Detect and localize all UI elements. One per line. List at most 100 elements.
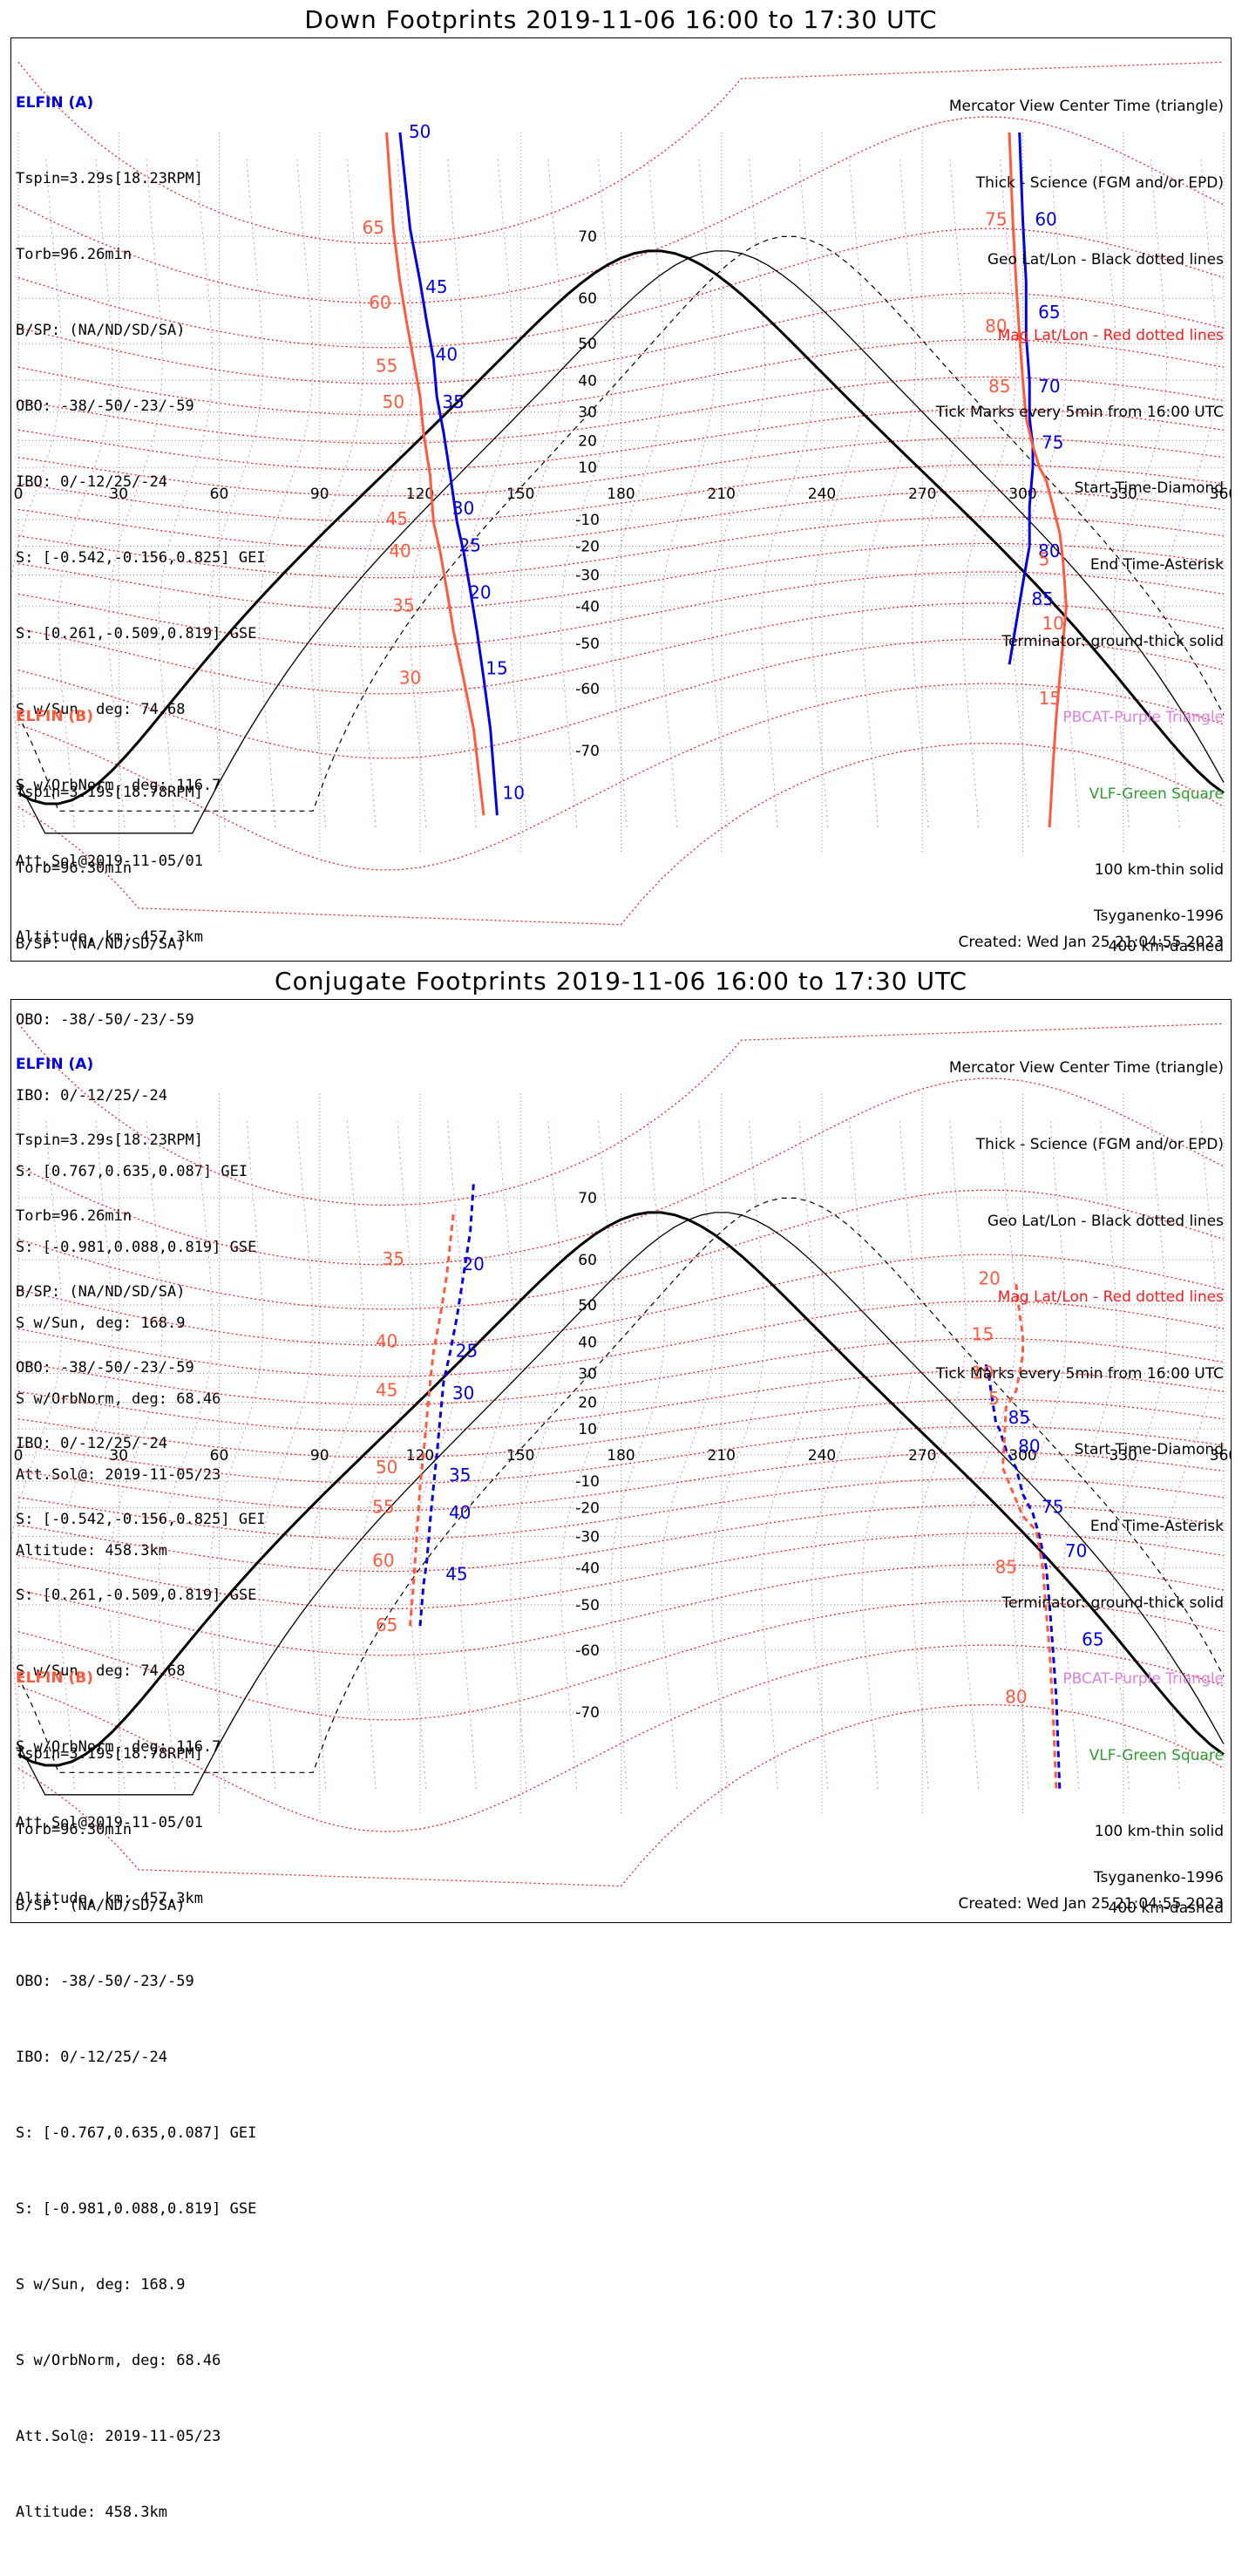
elfin-b-line: Altitude: 458.3km xyxy=(16,2504,167,2521)
elfin-b-line: S: [-0.981,0.088,0.819] GSE xyxy=(16,2200,257,2218)
conjugate-footprints-map: 0 30 60 90 120 150 180 210 240 270 300 330 360 70 60 50… xyxy=(11,1023,1231,1887)
track-tick-label: 70 xyxy=(1065,1540,1087,1561)
mag-lat-line xyxy=(17,516,1225,579)
lon-tick-label: 240 xyxy=(808,486,836,503)
track-tick-label: 85 xyxy=(995,1557,1017,1578)
lat-tick-label: -20 xyxy=(575,1500,600,1518)
legend-entry: PBCAT-Purple Triangle xyxy=(1062,1670,1224,1689)
created-label: Created: Wed Jan 25 21:04:55 2023 xyxy=(958,1895,1224,1913)
lat-tick-label: 10 xyxy=(578,459,597,477)
track-tick-label: 80 xyxy=(1005,1686,1027,1707)
track-tick-label: 65 xyxy=(363,217,384,238)
mag-lat-line xyxy=(17,437,1225,497)
terminator-line xyxy=(17,249,1225,805)
track-tick-label: 10 xyxy=(972,1363,994,1383)
track-tick-label: 35 xyxy=(383,1248,404,1269)
elfin-a-line: B/SP: (NA/ND/SD/SA) xyxy=(16,1283,186,1301)
boundary-100km xyxy=(17,250,1225,834)
lat-tick-label: -70 xyxy=(575,743,600,760)
mag-lat-line xyxy=(17,408,1225,471)
lon-tick-label: 60 xyxy=(210,1447,229,1465)
legend-entry: 400 km-dashed xyxy=(1108,937,1224,955)
elfin-b-line: B/SP: (NA/ND/SD/SA) xyxy=(16,935,186,953)
legend-entry: VLF-Green Square xyxy=(1089,785,1224,803)
lon-tick-label: 180 xyxy=(607,486,635,503)
track-tick-label: 15 xyxy=(1039,688,1061,709)
lat-tick-label: -60 xyxy=(575,1642,600,1660)
elfin-a-line: Torb=96.26min xyxy=(16,246,132,263)
mag-lat-line xyxy=(17,1023,1225,1206)
model-label: Tsyganenko-1996 xyxy=(1093,1869,1224,1886)
conjugate-footprints-panel: 0 30 60 90 120 150 180 210 240 270 300 330 360 70 60 50… xyxy=(10,999,1232,2521)
elfin-a-line: IBO: 0/-12/25/-24 xyxy=(16,473,167,491)
elfin-a-label: ELFIN (A) xyxy=(16,94,94,112)
created-label: Created: Wed Jan 25 21:04:55 2023 xyxy=(958,934,1224,951)
elfin-a-line: S: [-0.542,-0.156,0.825] GEI xyxy=(16,549,266,567)
elfin-a-line: S w/Sun, deg: 74.68 xyxy=(16,701,186,718)
lon-tick-label: 150 xyxy=(506,1447,534,1465)
elfin-a-line: OBO: -38/-50/-23/-59 xyxy=(16,1359,194,1376)
lon-tick-label: 270 xyxy=(908,486,936,503)
lon-tick-label: 0 xyxy=(14,486,24,503)
elfin-a-label: ELFIN (A) xyxy=(16,1056,94,1073)
down-footprints-panel: 0306090120150180210240270300330360706050… xyxy=(10,37,1232,1560)
track-tick-label: 75 xyxy=(985,209,1007,230)
legend-entry: Tick Marks every 5min from 16:00 UTC xyxy=(935,1364,1224,1383)
elfin-b-line: IBO: 0/-12/25/-24 xyxy=(16,1087,167,1104)
lat-tick-label: -50 xyxy=(575,636,600,653)
elfin-b-label: ELFIN (B) xyxy=(16,1669,94,1687)
legend-entry: Mercator View Center Time (triangle) xyxy=(948,98,1224,116)
lon-tick-label: 210 xyxy=(708,1447,736,1465)
mag-lat-line xyxy=(17,292,1225,384)
mag-lat-line xyxy=(17,1703,1225,1887)
elfin-a-line: Att.Sol@2019-11-05/01 xyxy=(16,1814,203,1832)
elfin-a-line: Altitude, km: 457.3km xyxy=(16,1890,203,1907)
lon-tick-label: 30 xyxy=(109,1447,128,1465)
track-tick-label: 40 xyxy=(389,540,411,561)
lon-tick-label: 240 xyxy=(808,1447,836,1465)
lat-tick-label: 20 xyxy=(578,1394,597,1411)
track-tick-label: 60 xyxy=(369,292,390,313)
lon-tick-label: 90 xyxy=(310,486,329,503)
track-tick-label: 60 xyxy=(1035,209,1056,230)
footprint-track xyxy=(418,1181,475,1627)
down-footprints-map: 0306090120150180210240270300330360706050… xyxy=(11,61,1231,926)
legend-entry: Start Time-Diamond xyxy=(1074,479,1224,498)
lat-tick-label: -60 xyxy=(575,681,600,698)
track-tick-label: 5 xyxy=(1039,549,1050,570)
elfin-a-line: S: [-0.542,-0.156,0.825] GEI xyxy=(16,1511,266,1528)
mag-lat-line xyxy=(17,490,1225,550)
track-tick-label: 80 xyxy=(1018,1436,1040,1457)
mag-lat-line xyxy=(17,1370,1225,1432)
lat-tick-label: 50 xyxy=(578,336,597,353)
elfin-a-line: S: [0.261,-0.509,0.819] GSE xyxy=(16,625,257,642)
legend-entry: Terminator: ground-thick solid xyxy=(1001,1594,1224,1612)
mag-lat-line xyxy=(17,1425,1225,1485)
lat-tick-label: 50 xyxy=(578,1297,597,1315)
track-tick-label: 85 xyxy=(988,376,1010,397)
legend-entry: Mag Lat/Lon - Red dotted lines xyxy=(997,327,1224,345)
elfin-b-line: S w/Sun, deg: 168.9 xyxy=(16,2276,186,2294)
legend-entry: Thick - Science (FGM and/or EPD) xyxy=(975,174,1224,192)
lon-tick-label: 270 xyxy=(908,1447,936,1465)
track-tick-label: 85 xyxy=(1008,1407,1030,1428)
lon-tick-label: 300 xyxy=(1008,1447,1036,1465)
track-tick-label: 55 xyxy=(372,1497,394,1518)
elfin-b-info: ELFIN (B) Tspin=3.19s[18.78RPM] Torb=96.… xyxy=(16,654,256,1614)
track-tick-label: 75 xyxy=(1042,1497,1063,1518)
lat-tick-label: -10 xyxy=(575,512,600,529)
lon-tick-label: 60 xyxy=(210,486,229,503)
footprint-track xyxy=(1008,132,1068,828)
track-tick-label: 50 xyxy=(376,1457,397,1478)
lon-tick-label: 90 xyxy=(310,1447,329,1465)
track-tick-label: 40 xyxy=(376,1330,397,1351)
track-tick-label: 25 xyxy=(459,535,481,556)
legend-entry: Mercator View Center Time (triangle) xyxy=(948,1059,1224,1077)
lon-tick-label: 330 xyxy=(1110,486,1137,503)
lon-tick-label: 360 xyxy=(1210,486,1231,503)
elfin-b-line: S: [0.767,0.635,0.087] GEI xyxy=(16,1163,248,1180)
lat-tick-label: -20 xyxy=(575,539,600,556)
elfin-b-info: ELFIN (B) Tspin=3.19s[18.78RPM] Torb=96.… xyxy=(16,1615,256,2576)
lat-tick-label: 60 xyxy=(578,1252,597,1269)
footprint-track xyxy=(1001,1283,1058,1790)
